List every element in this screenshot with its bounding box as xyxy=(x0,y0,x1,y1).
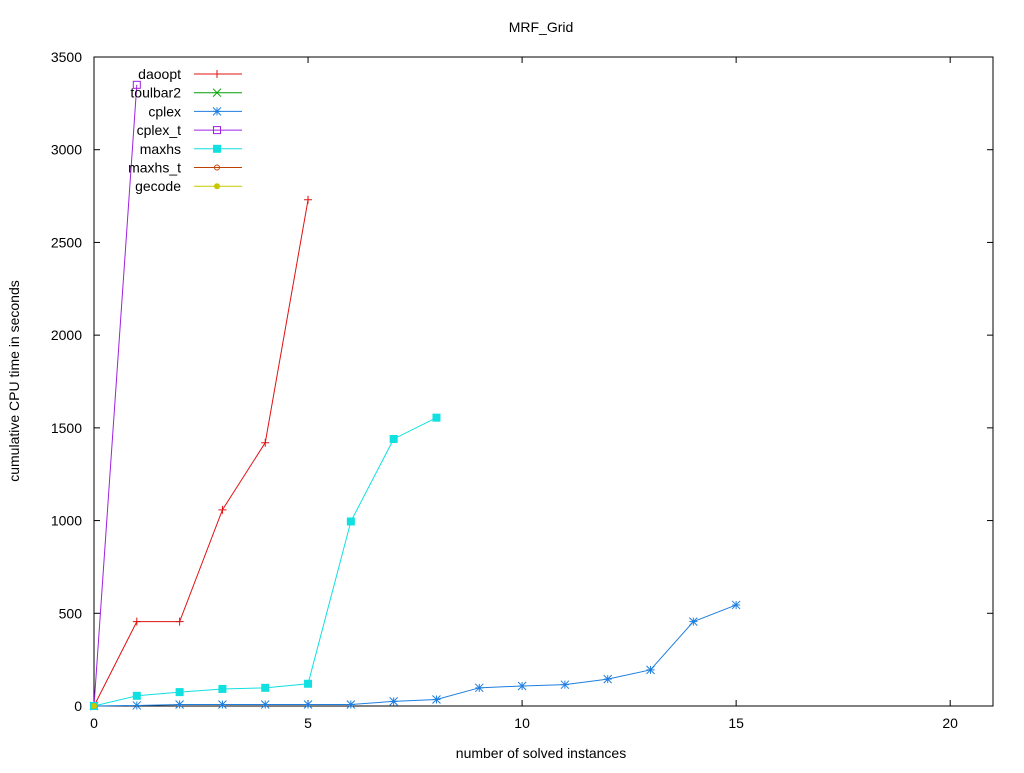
series-cplex_t xyxy=(90,80,141,710)
data-point xyxy=(132,80,141,89)
data-point xyxy=(560,680,570,690)
legend-label: cplex_t xyxy=(137,122,181,138)
series-line xyxy=(93,199,309,707)
data-point xyxy=(517,681,527,691)
legend-marker xyxy=(212,88,222,98)
series-line xyxy=(93,417,437,707)
data-point xyxy=(260,700,270,709)
data-point xyxy=(132,691,141,700)
y-tick-label: 2500 xyxy=(51,234,82,250)
y-tick-label: 500 xyxy=(59,605,83,621)
data-point xyxy=(175,700,184,709)
legend-label: cplex xyxy=(148,103,181,119)
data-point xyxy=(91,703,97,709)
data-point xyxy=(218,700,227,709)
x-tick-label: 5 xyxy=(304,715,312,731)
data-point xyxy=(132,617,141,626)
y-tick-label: 0 xyxy=(74,698,82,714)
data-point xyxy=(346,517,355,526)
y-tick-label: 3000 xyxy=(51,142,82,158)
data-point xyxy=(218,684,227,693)
legend-label: maxhs xyxy=(140,141,181,157)
legend-marker xyxy=(214,164,220,171)
data-point xyxy=(731,600,741,610)
plot-border xyxy=(93,56,994,707)
series-gecode xyxy=(91,703,97,709)
legend-marker xyxy=(212,107,222,116)
x-tick-label: 20 xyxy=(942,715,958,731)
x-axis-label: number of solved instances xyxy=(456,745,626,761)
x-tick-label: 15 xyxy=(728,715,744,731)
data-point xyxy=(303,700,313,709)
data-point xyxy=(132,701,142,710)
data-point xyxy=(175,617,184,626)
legend-label: daoopt xyxy=(138,66,181,82)
legend-marker xyxy=(213,70,221,78)
y-tick-label: 2000 xyxy=(51,327,82,343)
legend-label: maxhs_t xyxy=(128,160,181,176)
x-tick-label: 10 xyxy=(514,715,530,731)
data-point xyxy=(646,665,655,675)
legend-label: gecode xyxy=(135,178,181,194)
legend-marker xyxy=(213,126,221,135)
data-point xyxy=(304,195,313,204)
data-point xyxy=(218,505,227,514)
series-daoopt xyxy=(90,195,313,710)
x-tick-label: 0 xyxy=(90,715,98,731)
y-tick-label: 1000 xyxy=(51,513,82,529)
data-point xyxy=(261,683,270,692)
data-point xyxy=(474,683,484,693)
y-axis-label: cumulative CPU time in seconds xyxy=(6,280,22,482)
series-cplex xyxy=(89,600,741,711)
legend-label: toulbar2 xyxy=(130,85,181,101)
data-point xyxy=(432,413,441,422)
legend-marker xyxy=(214,183,220,190)
series-line xyxy=(93,84,138,707)
data-point xyxy=(688,617,698,626)
data-point xyxy=(603,674,613,684)
series-line xyxy=(93,604,737,707)
chart-title: MRF_Grid xyxy=(509,19,574,35)
data-point xyxy=(432,695,441,704)
data-point xyxy=(175,688,184,697)
data-point xyxy=(389,434,398,443)
y-tick-label: 1500 xyxy=(51,420,82,436)
data-point xyxy=(261,438,270,447)
data-point xyxy=(346,700,356,709)
data-point xyxy=(389,697,399,706)
data-point xyxy=(304,679,313,688)
series-maxhs xyxy=(90,413,441,710)
legend-marker xyxy=(213,144,221,153)
y-tick-label: 3500 xyxy=(51,49,82,65)
